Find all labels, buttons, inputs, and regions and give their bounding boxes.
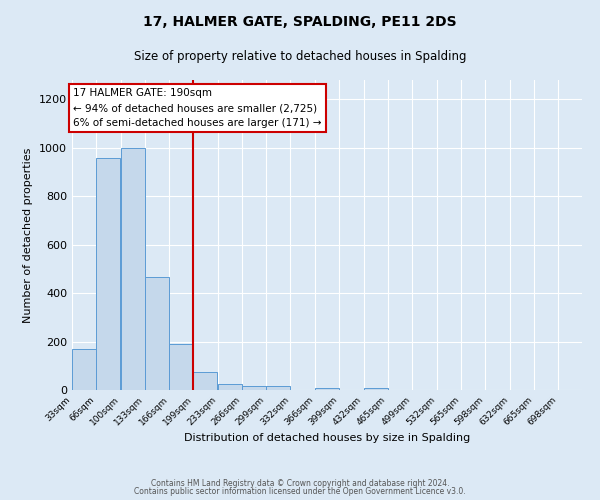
Text: 17, HALMER GATE, SPALDING, PE11 2DS: 17, HALMER GATE, SPALDING, PE11 2DS	[143, 15, 457, 29]
Y-axis label: Number of detached properties: Number of detached properties	[23, 148, 34, 322]
Text: Contains public sector information licensed under the Open Government Licence v3: Contains public sector information licen…	[134, 487, 466, 496]
Bar	[169, 344, 193, 390]
Bar	[121, 148, 145, 390]
Bar	[364, 388, 388, 390]
Bar	[316, 388, 340, 390]
Text: Size of property relative to detached houses in Spalding: Size of property relative to detached ho…	[134, 50, 466, 63]
Bar	[96, 158, 120, 390]
Bar	[145, 278, 169, 390]
Bar	[218, 384, 242, 390]
Text: Contains HM Land Registry data © Crown copyright and database right 2024.: Contains HM Land Registry data © Crown c…	[151, 478, 449, 488]
Bar	[193, 372, 217, 390]
Bar	[266, 386, 290, 390]
Text: 17 HALMER GATE: 190sqm
← 94% of detached houses are smaller (2,725)
6% of semi-d: 17 HALMER GATE: 190sqm ← 94% of detached…	[73, 88, 322, 128]
X-axis label: Distribution of detached houses by size in Spalding: Distribution of detached houses by size …	[184, 432, 470, 442]
Bar	[242, 386, 266, 390]
Bar	[72, 349, 96, 390]
